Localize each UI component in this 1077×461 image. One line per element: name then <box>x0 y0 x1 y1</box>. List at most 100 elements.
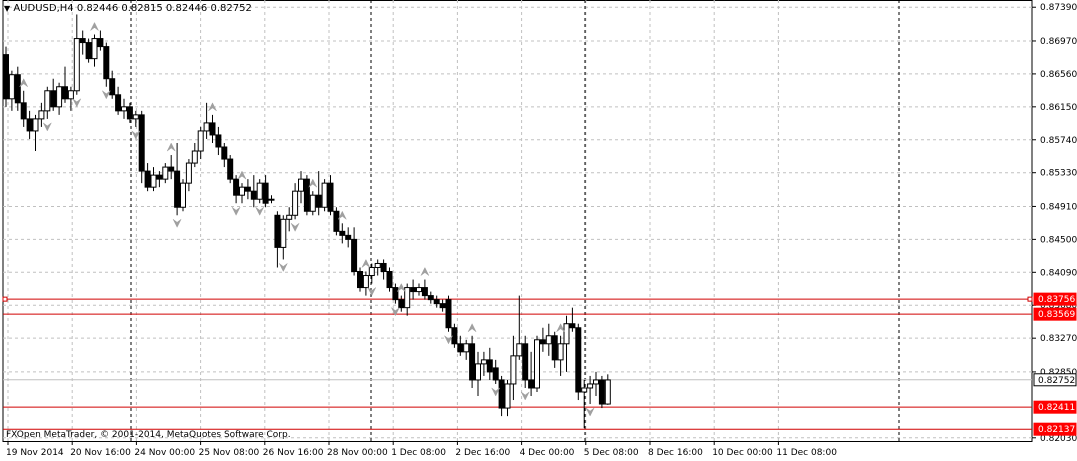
candle[interactable] <box>168 155 175 180</box>
candle[interactable] <box>292 183 299 220</box>
candle[interactable] <box>398 295 405 312</box>
candle[interactable] <box>303 175 310 216</box>
candle[interactable] <box>368 263 375 284</box>
candle[interactable] <box>274 211 281 268</box>
candle[interactable] <box>138 110 145 184</box>
candle[interactable] <box>380 259 387 280</box>
candle[interactable] <box>20 90 27 127</box>
candle[interactable] <box>593 371 599 397</box>
candle[interactable] <box>516 295 523 360</box>
candle[interactable] <box>445 295 452 332</box>
candle[interactable] <box>244 179 251 200</box>
candle[interactable] <box>126 102 133 123</box>
candle[interactable] <box>85 38 92 63</box>
candle[interactable] <box>439 299 446 312</box>
candle[interactable] <box>451 323 458 348</box>
candle[interactable] <box>410 279 417 300</box>
candle[interactable] <box>67 86 74 111</box>
candle[interactable] <box>185 159 192 192</box>
candle[interactable] <box>392 283 399 304</box>
candle[interactable] <box>475 351 481 397</box>
candle[interactable] <box>504 379 511 417</box>
candle[interactable] <box>598 375 605 409</box>
candle[interactable] <box>333 207 340 236</box>
candle[interactable] <box>280 215 287 260</box>
candle[interactable] <box>581 379 588 429</box>
candle[interactable] <box>587 375 594 405</box>
candle[interactable] <box>109 70 116 99</box>
candle[interactable] <box>498 375 505 417</box>
candle[interactable] <box>197 126 204 160</box>
candle[interactable] <box>433 295 440 308</box>
candle[interactable] <box>309 191 316 216</box>
candle[interactable] <box>386 267 393 292</box>
candle[interactable] <box>26 110 33 139</box>
candle[interactable] <box>215 126 222 156</box>
candle[interactable] <box>8 70 15 111</box>
candle[interactable] <box>545 323 552 356</box>
candle[interactable] <box>121 98 127 119</box>
candle[interactable] <box>298 171 304 204</box>
candle[interactable] <box>250 175 257 208</box>
candle[interactable] <box>315 171 322 216</box>
candle[interactable] <box>286 207 293 232</box>
candle[interactable] <box>73 14 80 95</box>
candle[interactable] <box>97 30 104 51</box>
candle[interactable] <box>492 359 499 384</box>
candle[interactable] <box>510 335 517 401</box>
candle[interactable] <box>522 335 529 388</box>
candle[interactable] <box>262 175 269 208</box>
candle[interactable] <box>575 323 582 401</box>
candle[interactable] <box>56 82 63 115</box>
candle[interactable] <box>569 307 576 332</box>
candle[interactable] <box>357 267 363 292</box>
candle[interactable] <box>44 86 51 119</box>
candle[interactable] <box>115 86 122 115</box>
candle[interactable] <box>38 102 45 127</box>
candle[interactable] <box>14 66 21 111</box>
candle[interactable] <box>180 179 186 212</box>
candle[interactable] <box>551 331 558 368</box>
candle[interactable] <box>162 163 169 184</box>
candle[interactable] <box>427 291 434 304</box>
candle[interactable] <box>203 102 210 139</box>
candle[interactable] <box>50 78 57 111</box>
candle[interactable] <box>345 227 352 248</box>
candle[interactable] <box>463 339 470 360</box>
candle[interactable] <box>528 351 535 397</box>
candle[interactable] <box>351 227 358 276</box>
candle[interactable] <box>62 66 68 103</box>
candle[interactable] <box>486 347 493 380</box>
candle[interactable] <box>374 259 381 276</box>
candle[interactable] <box>233 175 240 204</box>
candle[interactable] <box>191 142 198 168</box>
candle[interactable] <box>221 142 228 168</box>
candle[interactable] <box>32 114 39 152</box>
candle[interactable] <box>563 315 570 372</box>
candle[interactable] <box>539 327 546 352</box>
candle[interactable] <box>457 335 464 356</box>
candle[interactable] <box>339 223 346 244</box>
candle[interactable] <box>227 155 234 184</box>
level-handle[interactable] <box>2 296 8 302</box>
candle[interactable] <box>174 142 181 216</box>
candle[interactable] <box>256 179 263 204</box>
candle[interactable] <box>604 374 611 405</box>
candle[interactable] <box>469 335 476 388</box>
candle[interactable] <box>362 271 369 296</box>
candle[interactable] <box>534 335 540 392</box>
candle[interactable] <box>132 110 139 127</box>
candle[interactable] <box>150 167 157 192</box>
candle[interactable] <box>480 351 487 376</box>
candle[interactable] <box>557 335 564 376</box>
candle[interactable] <box>416 283 422 296</box>
candle[interactable] <box>421 279 428 300</box>
candle[interactable] <box>3 46 9 107</box>
chart-menu-triangle-icon[interactable]: ▼ <box>4 4 11 13</box>
candle[interactable] <box>327 175 334 216</box>
candle[interactable] <box>268 195 275 204</box>
candle[interactable] <box>239 183 245 204</box>
candle[interactable] <box>404 283 411 316</box>
